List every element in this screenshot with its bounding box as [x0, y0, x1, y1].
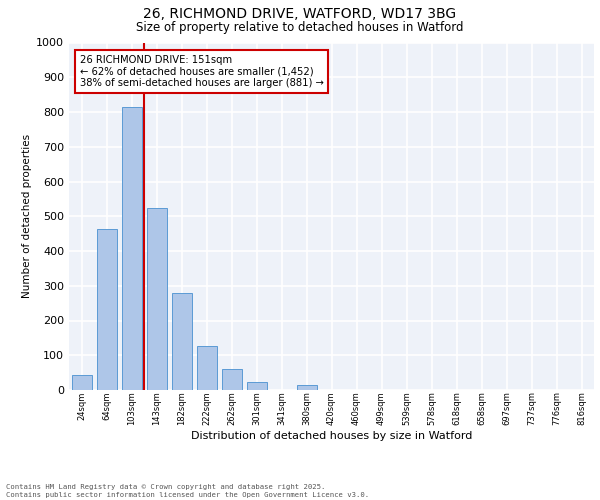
Bar: [121, 107, 142, 390]
Bar: [247, 382, 266, 390]
Y-axis label: Number of detached properties: Number of detached properties: [22, 134, 32, 298]
Bar: [97, 230, 116, 390]
Bar: [296, 385, 317, 390]
Bar: [221, 369, 241, 390]
Bar: [71, 375, 91, 390]
Text: 26, RICHMOND DRIVE, WATFORD, WD17 3BG: 26, RICHMOND DRIVE, WATFORD, WD17 3BG: [143, 8, 457, 22]
Bar: [172, 294, 191, 390]
Bar: [146, 208, 167, 390]
Text: Size of property relative to detached houses in Watford: Size of property relative to detached ho…: [136, 21, 464, 34]
Text: Contains HM Land Registry data © Crown copyright and database right 2025.
Contai: Contains HM Land Registry data © Crown c…: [6, 484, 369, 498]
Text: 26 RICHMOND DRIVE: 151sqm
← 62% of detached houses are smaller (1,452)
38% of se: 26 RICHMOND DRIVE: 151sqm ← 62% of detac…: [79, 54, 323, 88]
Bar: [197, 346, 217, 390]
X-axis label: Distribution of detached houses by size in Watford: Distribution of detached houses by size …: [191, 431, 472, 441]
